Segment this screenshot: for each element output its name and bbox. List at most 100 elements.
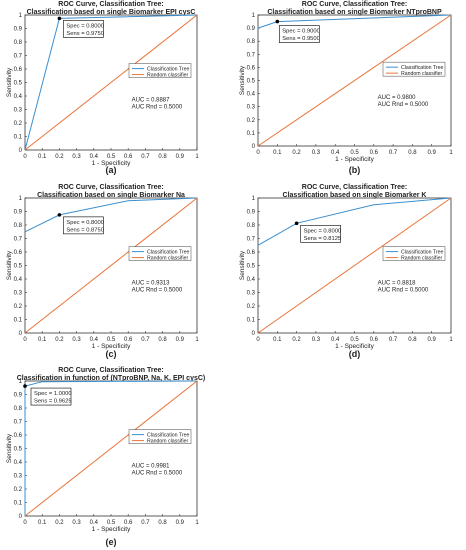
datatip-sens: Sens = 0.9625 (34, 399, 72, 405)
auc-random-value: AUC Rnd = 0.5000 (132, 104, 183, 110)
legend-label: Random classifier (401, 256, 442, 262)
y-tick-label: 0.4 (14, 94, 23, 100)
legend-box (382, 61, 446, 77)
x-tick-label: 0.6 (370, 337, 379, 343)
auc-random-value: AUC Rnd = 0.5000 (132, 287, 183, 293)
y-tick-label: 0.1 (14, 135, 23, 141)
x-tick-label: 0.6 (370, 150, 379, 156)
y-tick-label: 0.7 (14, 54, 23, 60)
chart-title: ROC Curve, Classification Tree: (302, 184, 407, 191)
x-tick-label: 0.1 (38, 520, 47, 526)
x-axis-label: 1 - Specificity (92, 160, 131, 167)
y-tick-label: 0.3 (14, 474, 23, 480)
y-tick-label: 0.5 (247, 264, 256, 270)
x-tick-label: 0.5 (107, 337, 116, 343)
roc-panel-b: ROC Curve, Classification Tree:Classific… (239, 1, 453, 175)
panel-label: (a) (106, 165, 117, 175)
chart-subtitle: Classification based on single Biomarker… (27, 9, 196, 16)
classification-tree-line (24, 197, 198, 233)
y-tick-label: 0.9 (247, 26, 256, 32)
x-tick-label: 1 (195, 154, 199, 160)
x-tick-label: 0.5 (350, 150, 359, 156)
y-tick-label: 0.5 (14, 264, 23, 270)
legend-label: Classification Tree (147, 67, 189, 73)
datatip-sens: Sens = 0.9500 (282, 36, 320, 42)
auc-random-value: AUC Rnd = 0.5000 (132, 470, 183, 476)
y-tick-label: 0.2 (14, 487, 23, 493)
auc-value: AUC = 0.9981 (132, 463, 171, 469)
x-tick-label: 0.5 (107, 154, 116, 160)
x-tick-label: 0.2 (55, 337, 64, 343)
random-classifier-line (24, 380, 198, 517)
operating-point-marker (23, 384, 27, 388)
x-tick-label: 0.6 (124, 337, 133, 343)
x-tick-label: 0.8 (158, 154, 167, 160)
legend-box (382, 246, 446, 261)
x-tick-label: 0.8 (408, 337, 417, 343)
y-tick-label: 0.1 (14, 501, 23, 507)
x-tick-label: 0.8 (158, 337, 167, 343)
legend-box (128, 246, 192, 261)
y-tick-label: 0.9 (247, 210, 256, 216)
y-tick-label: 0.3 (14, 108, 23, 114)
y-tick-label: 0.8 (14, 406, 23, 412)
x-tick-label: 0.9 (176, 337, 185, 343)
x-tick-label: 0 (256, 150, 260, 156)
legend-label: Classification Tree (147, 433, 189, 439)
x-tick-label: 0.5 (350, 337, 359, 343)
auc-value: AUC = 0.9800 (378, 95, 417, 101)
x-tick-label: 1 (449, 337, 453, 343)
y-tick-label: 0.8 (14, 40, 23, 46)
y-tick-label: 0.1 (14, 318, 23, 324)
legend-label: Random classifier (147, 256, 188, 262)
y-tick-label: 0.4 (247, 277, 256, 283)
roc-panel-e: ROC Curve, Classification Tree:Classific… (6, 367, 205, 547)
x-tick-label: 0 (23, 520, 27, 526)
datatip-sens: Sens = 0.8750 (66, 227, 104, 233)
y-axis-label: Sensitivity (6, 250, 13, 280)
datatip-spec: Spec = 0.8000 (304, 228, 342, 234)
x-tick-label: 1 (195, 337, 199, 343)
datatip-sens: Sens = 0.8125 (304, 236, 342, 242)
x-tick-label: 0.8 (408, 150, 417, 156)
y-tick-label: 0.5 (247, 79, 256, 85)
x-tick-label: 0.7 (141, 337, 150, 343)
y-tick-label: 0.6 (14, 67, 23, 73)
auc-random-value: AUC Rnd = 0.5000 (378, 102, 429, 108)
chart-title: ROC Curve, Classification Tree: (58, 184, 163, 191)
x-tick-label: 0.3 (72, 337, 81, 343)
x-tick-label: 0.1 (38, 337, 47, 343)
y-tick-label: 0.7 (247, 52, 256, 58)
datatip-box (63, 20, 104, 38)
x-tick-label: 0.7 (389, 150, 398, 156)
y-tick-label: 1 (252, 196, 256, 202)
datatip-sens: Sens = 0.9750 (66, 31, 104, 37)
x-tick-label: 1 (195, 520, 199, 526)
x-tick-label: 0.5 (107, 520, 116, 526)
random-classifier-line (24, 14, 198, 151)
legend-label: Classification Tree (147, 250, 189, 256)
y-tick-label: 1 (19, 13, 23, 19)
x-tick-label: 0 (23, 337, 27, 343)
y-tick-label: 1 (252, 13, 256, 19)
y-tick-label: 0.4 (14, 277, 23, 283)
classification-tree-line (257, 197, 452, 246)
y-tick-label: 0.8 (14, 223, 23, 229)
y-tick-label: 0.5 (14, 447, 23, 453)
x-tick-label: 0.2 (292, 337, 301, 343)
y-tick-label: 0.9 (14, 27, 23, 33)
y-tick-label: 1 (19, 379, 23, 385)
y-tick-label: 0.4 (247, 92, 256, 98)
y-tick-label: 0 (252, 144, 256, 150)
y-tick-label: 0.8 (247, 39, 256, 45)
y-tick-label: 0.7 (14, 420, 23, 426)
x-tick-label: 0.3 (312, 337, 321, 343)
x-tick-label: 0.7 (141, 154, 150, 160)
panel-label: (e) (106, 537, 117, 547)
x-tick-label: 0.9 (176, 520, 185, 526)
legend-box (128, 63, 192, 78)
auc-value: AUC = 0.8887 (132, 97, 171, 103)
operating-point-marker (57, 16, 62, 21)
x-tick-label: 1 (449, 150, 453, 156)
datatip-box (30, 387, 72, 406)
